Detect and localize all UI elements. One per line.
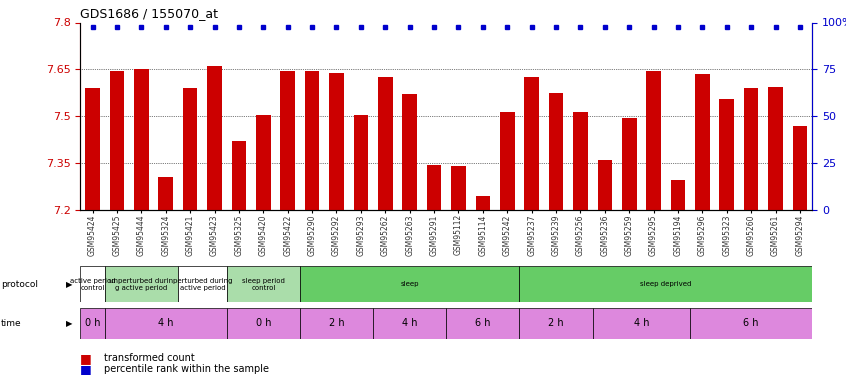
Text: 4 h: 4 h bbox=[402, 318, 417, 328]
Bar bbox=[227, 308, 299, 339]
Bar bbox=[671, 180, 685, 210]
Bar bbox=[183, 88, 197, 210]
Bar bbox=[227, 266, 299, 302]
Text: 4 h: 4 h bbox=[634, 318, 649, 328]
Bar bbox=[373, 308, 446, 339]
Text: active period
control: active period control bbox=[69, 278, 115, 291]
Bar bbox=[80, 308, 105, 339]
Text: 2 h: 2 h bbox=[329, 318, 344, 328]
Text: ▶: ▶ bbox=[66, 319, 73, 328]
Text: 4 h: 4 h bbox=[158, 318, 173, 328]
Text: 0 h: 0 h bbox=[85, 318, 101, 328]
Bar bbox=[549, 93, 563, 210]
Text: 6 h: 6 h bbox=[475, 318, 491, 328]
Bar bbox=[403, 94, 417, 210]
Bar bbox=[446, 308, 519, 339]
Text: sleep: sleep bbox=[400, 281, 419, 287]
Bar bbox=[426, 165, 442, 210]
Bar bbox=[622, 118, 636, 210]
Bar bbox=[232, 141, 246, 210]
Bar bbox=[573, 112, 588, 210]
Bar bbox=[519, 266, 812, 302]
Bar bbox=[110, 71, 124, 210]
Text: ■: ■ bbox=[80, 363, 92, 375]
Bar bbox=[299, 308, 373, 339]
Bar bbox=[134, 69, 149, 210]
Bar bbox=[256, 115, 271, 210]
Bar bbox=[475, 196, 490, 210]
Bar bbox=[793, 126, 807, 210]
Bar bbox=[768, 87, 783, 210]
Bar bbox=[525, 77, 539, 210]
Bar bbox=[158, 177, 173, 210]
Text: percentile rank within the sample: percentile rank within the sample bbox=[104, 364, 269, 374]
Text: GDS1686 / 155070_at: GDS1686 / 155070_at bbox=[80, 7, 218, 20]
Bar bbox=[207, 66, 222, 210]
Bar bbox=[690, 308, 812, 339]
Text: sleep deprived: sleep deprived bbox=[640, 281, 691, 287]
Bar bbox=[305, 71, 320, 210]
Text: perturbed during
active period: perturbed during active period bbox=[173, 278, 232, 291]
Text: transformed count: transformed count bbox=[104, 353, 195, 363]
Bar bbox=[105, 266, 178, 302]
Bar bbox=[280, 71, 295, 210]
Text: ▶: ▶ bbox=[66, 280, 73, 289]
Bar bbox=[592, 308, 690, 339]
Bar bbox=[500, 112, 514, 210]
Bar bbox=[378, 77, 393, 210]
Bar bbox=[85, 88, 100, 210]
Bar bbox=[719, 99, 734, 210]
Bar bbox=[80, 266, 105, 302]
Text: 6 h: 6 h bbox=[744, 318, 759, 328]
Bar bbox=[451, 166, 466, 210]
Bar bbox=[178, 266, 227, 302]
Text: time: time bbox=[1, 319, 21, 328]
Bar bbox=[299, 266, 519, 302]
Text: 2 h: 2 h bbox=[548, 318, 563, 328]
Text: ■: ■ bbox=[80, 352, 92, 364]
Bar bbox=[329, 72, 343, 210]
Text: protocol: protocol bbox=[1, 280, 38, 289]
Bar bbox=[695, 74, 710, 210]
Text: 0 h: 0 h bbox=[255, 318, 271, 328]
Bar bbox=[354, 115, 368, 210]
Bar bbox=[744, 88, 759, 210]
Bar bbox=[646, 71, 661, 210]
Bar bbox=[105, 308, 227, 339]
Bar bbox=[597, 160, 613, 210]
Bar bbox=[519, 308, 592, 339]
Text: unperturbed durin
g active period: unperturbed durin g active period bbox=[109, 278, 173, 291]
Text: sleep period
control: sleep period control bbox=[242, 278, 285, 291]
